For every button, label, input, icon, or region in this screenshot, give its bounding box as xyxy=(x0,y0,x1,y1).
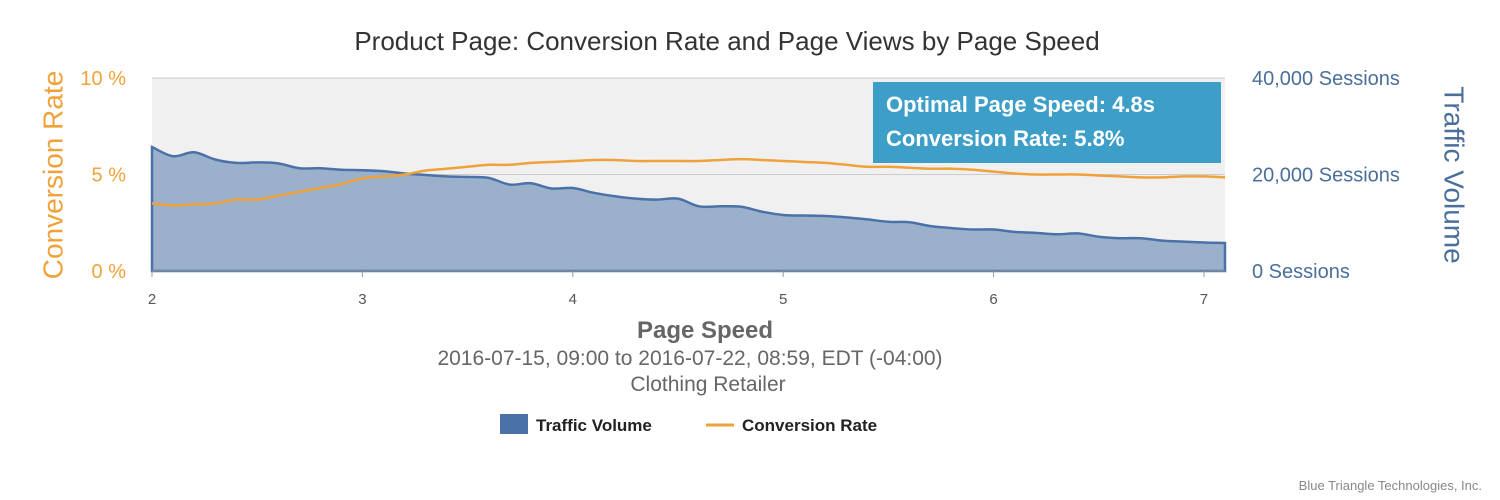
annotation-line-2: Conversion Rate: 5.8% xyxy=(886,126,1124,151)
chart-subtitle-2: Clothing Retailer xyxy=(630,373,785,396)
y-axis-right-ticks: 0 Sessions 20,000 Sessions 40,000 Sessions xyxy=(1252,68,1400,283)
y-right-tick-label-1: 20,000 Sessions xyxy=(1252,165,1400,187)
x-tick-label-2: 4 xyxy=(569,291,577,308)
legend: Traffic Volume Conversion Rate xyxy=(500,414,877,435)
optimal-annotation: Optimal Page Speed: 4.8s Conversion Rate… xyxy=(873,82,1221,163)
y-axis-right-title: Traffic Volume xyxy=(1439,86,1470,263)
legend-swatch-traffic-volume xyxy=(500,414,528,434)
chart-subtitle: 2016-07-15, 09:00 to 2016-07-22, 08:59, … xyxy=(437,347,942,370)
y-left-tick-label-2: 10 % xyxy=(80,68,126,90)
chart-credit[interactable]: Blue Triangle Technologies, Inc. xyxy=(1299,478,1482,493)
x-tick-label-1: 3 xyxy=(358,291,366,308)
traffic-volume-area xyxy=(150,145,1227,273)
x-axis-ticks: 2 3 4 5 6 7 xyxy=(148,271,1208,308)
legend-label-conversion-rate: Conversion Rate xyxy=(742,416,877,435)
annotation-box xyxy=(873,82,1221,163)
y-left-tick-label-1: 5 % xyxy=(92,165,127,187)
y-left-tick-label-0: 0 % xyxy=(92,261,127,283)
y-right-tick-label-2: 40,000 Sessions xyxy=(1252,68,1400,90)
x-tick-label-4: 6 xyxy=(989,291,997,308)
x-tick-label-5: 7 xyxy=(1200,291,1208,308)
y-right-tick-label-0: 0 Sessions xyxy=(1252,261,1350,283)
y-axis-left-title: Conversion Rate xyxy=(37,71,68,280)
x-tick-label-3: 5 xyxy=(779,291,787,308)
legend-item-traffic-volume[interactable]: Traffic Volume xyxy=(500,414,652,435)
y-axis-left-ticks: 0 % 5 % 10 % xyxy=(80,68,126,283)
legend-label-traffic-volume: Traffic Volume xyxy=(536,416,652,435)
chart-title: Product Page: Conversion Rate and Page V… xyxy=(354,26,1099,56)
x-tick-label-0: 2 xyxy=(148,291,156,308)
annotation-line-1: Optimal Page Speed: 4.8s xyxy=(886,92,1155,117)
conversion-rate-line xyxy=(151,157,1226,207)
x-axis-title: Page Speed xyxy=(637,317,773,344)
legend-item-conversion-rate[interactable]: Conversion Rate xyxy=(706,416,877,435)
